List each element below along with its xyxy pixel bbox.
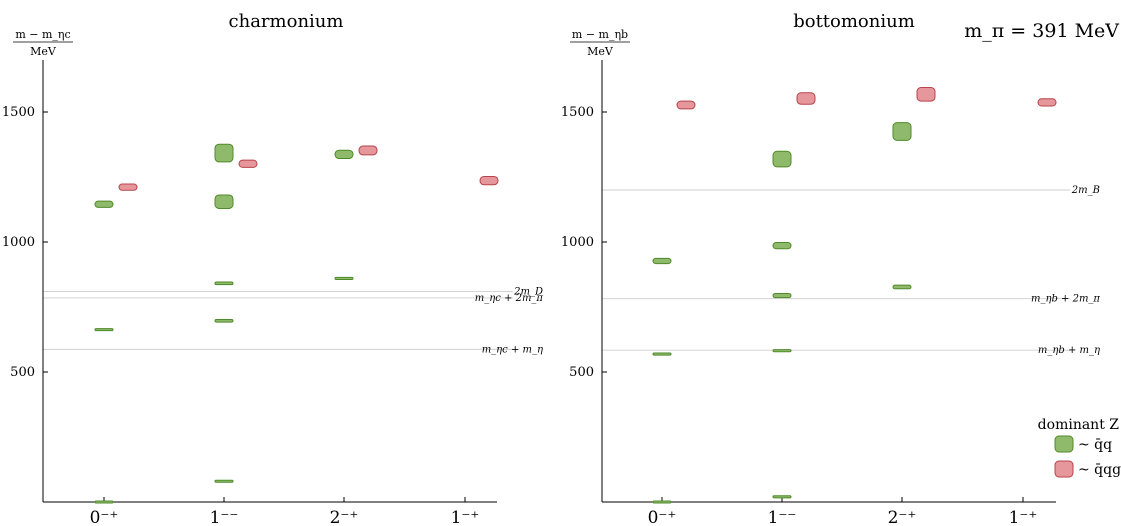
state-box-qq	[652, 257, 672, 265]
pion-mass-label: m_π = 391 MeV	[964, 20, 1119, 42]
y-tick-label: 500	[10, 365, 35, 380]
charmonium-panel: charmonium m − m_ηc MeV 2m_Dm_ηc + 2m_π m_ηc…	[2, 11, 544, 526]
state-box-qq	[652, 500, 672, 504]
state-box-qq	[892, 122, 912, 141]
state-box-qq	[772, 242, 792, 250]
x-tick-label: 1⁻⁻	[210, 508, 239, 526]
x-tick-label: 1⁻⁻	[768, 508, 797, 526]
threshold-label: 2m_B	[1071, 185, 1100, 196]
x-tick-label: 2⁻⁺	[888, 508, 917, 526]
threshold-label: m_ηb + 2m_π	[1031, 294, 1100, 305]
panel-title: bottomonium	[793, 11, 915, 32]
ylabel-numerator: m − m_ηb	[572, 28, 628, 41]
state-box-qq	[214, 281, 234, 286]
state-box-qq	[772, 150, 792, 168]
state-box-qq	[334, 149, 354, 160]
state-box-qq	[334, 276, 354, 280]
state-box-qq	[214, 194, 234, 209]
state-box-qqg	[118, 183, 138, 191]
ylabel-denominator: MeV	[587, 45, 614, 58]
x-tick-label: 2⁻⁺	[330, 508, 359, 526]
state-box-qq	[214, 479, 234, 483]
state-box-qq	[892, 284, 912, 290]
state-box-qq	[214, 318, 234, 323]
state-box-qqg	[796, 92, 816, 105]
state-box-qq	[94, 328, 114, 332]
x-tick-label: 1⁻⁺	[1009, 508, 1038, 526]
legend: dominant Z ~ q̄q ~ q̄qg	[1038, 417, 1121, 478]
bottomonium-panel: bottomonium m − m_ηb MeV 2m_B m_ηb + 2m_π m_η…	[561, 11, 1101, 526]
state-box-qqg	[238, 159, 258, 168]
state-box-qqg	[1037, 98, 1057, 107]
x-tick-label: 0⁻⁺	[90, 508, 119, 526]
threshold-label: m_ηc + m_η	[482, 344, 543, 355]
x-tick-label: 0⁻⁺	[648, 508, 677, 526]
state-box-qq	[214, 143, 234, 163]
y-tick-label: 1500	[2, 105, 35, 120]
x-tick-label: 1⁻⁺	[451, 508, 480, 526]
ylabel-numerator: m − m_ηc	[15, 28, 70, 41]
state-box-qq	[772, 495, 792, 499]
state-box-qq	[772, 292, 792, 299]
state-box-qq	[94, 200, 114, 208]
state-box-qq	[94, 500, 114, 504]
state-box-qqg	[479, 175, 499, 186]
state-box-qqg	[676, 100, 696, 110]
legend-swatch-qqg	[1054, 460, 1074, 478]
panel-title: charmonium	[229, 11, 344, 32]
state-box-qq	[772, 349, 792, 353]
threshold-label: m_ηb + m_η	[1038, 345, 1100, 356]
legend-label-qq: ~ q̄q	[1078, 437, 1112, 453]
y-tick-label: 1500	[561, 105, 594, 120]
state-box-qq	[652, 352, 672, 356]
y-tick-label: 1000	[561, 235, 594, 250]
state-box-qqg	[916, 87, 936, 102]
state-box-qqg	[358, 145, 378, 156]
threshold-label: 2m_D	[513, 286, 543, 297]
y-tick-label: 1000	[2, 235, 35, 250]
legend-swatch-qq	[1054, 435, 1074, 453]
threshold-label: m_ηc + 2m_π	[475, 293, 544, 304]
legend-title: dominant Z	[1038, 417, 1120, 433]
legend-label-qqg: ~ q̄qg	[1078, 462, 1121, 478]
y-tick-label: 500	[569, 365, 594, 380]
ylabel-denominator: MeV	[30, 45, 57, 58]
